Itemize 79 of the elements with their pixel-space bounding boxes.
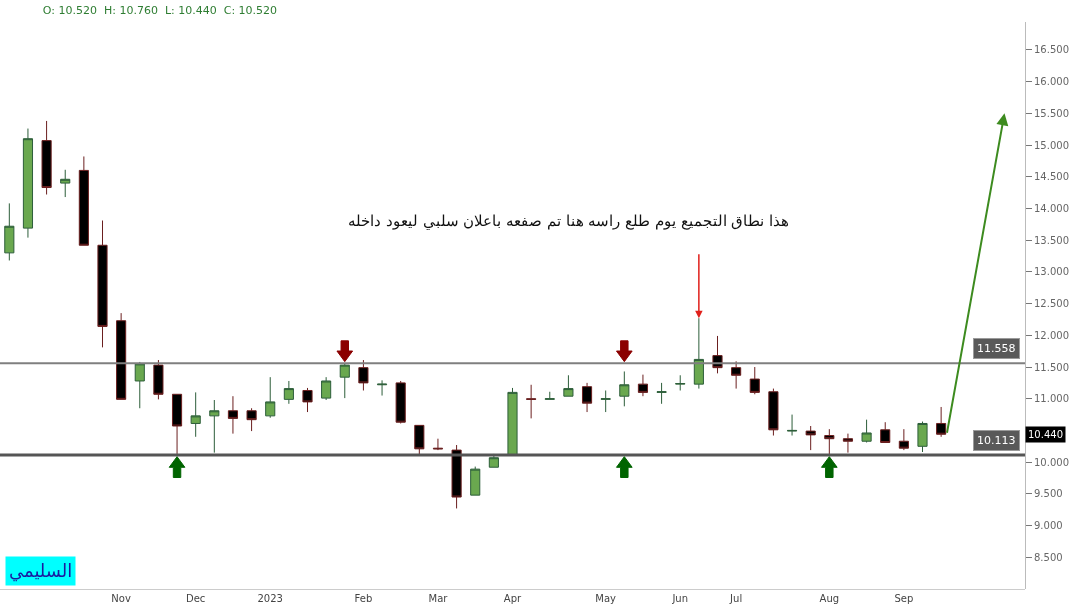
candlestick [22,128,34,239]
candlestick [619,370,630,407]
x-tick-label: Jul [729,593,743,604]
y-tick-label: 8.500 [1034,551,1063,563]
candlestick [321,376,332,401]
candlestick [209,399,220,454]
candlestick [4,202,15,261]
candlestick [768,388,779,437]
candlestick [358,359,369,391]
candlestick [134,361,145,409]
candlestick [227,395,239,435]
candlestick [656,382,667,405]
candlestick [842,433,854,454]
x-tick-label: Mar [428,593,449,604]
candlestick [488,453,499,468]
annotation: هذا نطاق التجميع يوم طلع راسه هنا تم صفعه باعلان سلبي ليعود داخله [348,212,790,230]
candlestick [302,387,313,413]
candlestick [917,421,928,453]
x-tick-label: Apr [503,593,523,604]
y-tick-label: 16.500 [1034,44,1069,56]
x-tick-label: Nov [111,593,131,604]
candlestick [898,428,909,451]
candlestick [116,312,127,400]
y-tick-label: 13.500 [1034,234,1069,246]
candlestick [190,391,201,438]
candlestick [376,379,388,397]
candlestick [414,424,425,456]
y-tick-label: 9.500 [1034,488,1063,500]
candlestick [880,421,891,443]
text: 10.440 [1028,429,1063,440]
candlestick [749,366,760,395]
candlestick [97,220,108,348]
candlestick [283,380,294,405]
y-tick-label: 11.500 [1034,361,1069,373]
candlestick [78,155,89,246]
y-tick-label: 11.000 [1034,393,1069,405]
candlestick [675,374,686,391]
y-tick-label: 10.000 [1034,456,1069,468]
candlestick [339,363,350,399]
y-tick-label: 13.000 [1034,266,1069,278]
candlestick [861,419,872,443]
x-tick-label: Feb [354,593,373,604]
candlestick [265,376,276,419]
candlestick [786,414,798,437]
candlestick [451,444,462,509]
x-tick-label: Sep [894,593,914,604]
candlestick [153,359,164,400]
x-tick-label: Jun [671,593,689,604]
ref-line-label: 10.113 [977,434,1016,447]
annotation: السليمي [9,560,73,582]
y-tick-label: 15.500 [1034,107,1069,119]
candlestick [526,384,537,419]
y-tick-label: 16.000 [1034,76,1069,88]
candlestick [563,374,574,397]
ref-line-label: 11.558 [977,342,1016,355]
x-tick-label: May [595,593,617,604]
candlestick [544,391,555,400]
candlestick [246,407,257,432]
candlestick [637,374,649,397]
y-tick-label: 12.000 [1034,329,1069,341]
x-tick-label: Aug [819,593,840,604]
candlestick [432,438,444,451]
x-tick-label: 2023 [257,593,283,604]
candlestick [731,360,742,390]
candlestick [395,380,406,424]
candlestick [600,389,611,413]
y-tick-label: 15.000 [1034,139,1069,151]
y-tick-label: 14.000 [1034,202,1069,214]
candlestick [60,169,71,198]
candlestick [805,425,816,451]
candlestick [41,120,52,196]
y-tick-label: 14.500 [1034,171,1069,183]
x-tick-label: Dec [186,593,206,604]
candlestick [470,466,481,496]
candlestick [936,406,947,438]
chart-title: O: 10.520 H: 10.760 L: 10.440 C: 10.520 [42,3,278,17]
candlestick [581,382,593,413]
y-tick-label: 12.500 [1034,298,1069,310]
y-tick-label: 9.000 [1034,520,1063,532]
